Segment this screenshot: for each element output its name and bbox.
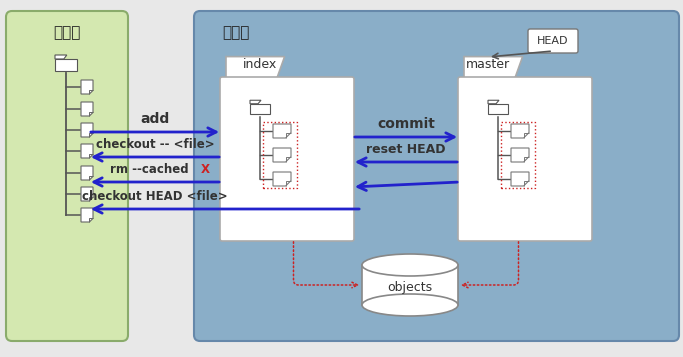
Text: add: add: [141, 112, 169, 126]
Text: 工作区: 工作区: [53, 25, 81, 40]
FancyBboxPatch shape: [194, 11, 679, 341]
Polygon shape: [81, 208, 93, 222]
Polygon shape: [81, 80, 93, 94]
FancyBboxPatch shape: [488, 104, 508, 114]
Text: objects: objects: [387, 282, 432, 295]
Polygon shape: [55, 55, 67, 59]
Text: X: X: [201, 163, 210, 176]
Ellipse shape: [362, 294, 458, 316]
Text: commit: commit: [377, 117, 435, 131]
Polygon shape: [226, 57, 285, 79]
Text: reset HEAD: reset HEAD: [366, 143, 446, 156]
Polygon shape: [81, 102, 93, 116]
Text: checkout -- <file>: checkout -- <file>: [96, 138, 214, 151]
Text: checkout HEAD <file>: checkout HEAD <file>: [82, 190, 228, 203]
FancyBboxPatch shape: [458, 77, 592, 241]
Text: index: index: [243, 59, 277, 71]
Text: 版本库: 版本库: [222, 25, 249, 40]
Polygon shape: [511, 148, 529, 162]
Polygon shape: [81, 187, 93, 201]
Polygon shape: [81, 166, 93, 180]
FancyBboxPatch shape: [220, 77, 354, 241]
FancyBboxPatch shape: [250, 104, 270, 114]
Ellipse shape: [362, 254, 458, 276]
Polygon shape: [511, 124, 529, 138]
Polygon shape: [273, 148, 291, 162]
Polygon shape: [250, 100, 261, 104]
Polygon shape: [511, 172, 529, 186]
FancyBboxPatch shape: [6, 11, 128, 341]
FancyBboxPatch shape: [528, 29, 578, 53]
FancyBboxPatch shape: [362, 265, 458, 305]
Polygon shape: [464, 57, 522, 79]
Polygon shape: [81, 144, 93, 158]
Text: master: master: [466, 59, 510, 71]
Text: HEAD: HEAD: [538, 36, 569, 46]
Text: rm --cached: rm --cached: [110, 163, 189, 176]
FancyBboxPatch shape: [55, 59, 77, 71]
Polygon shape: [81, 123, 93, 137]
Polygon shape: [273, 124, 291, 138]
Polygon shape: [273, 172, 291, 186]
Polygon shape: [488, 100, 499, 104]
